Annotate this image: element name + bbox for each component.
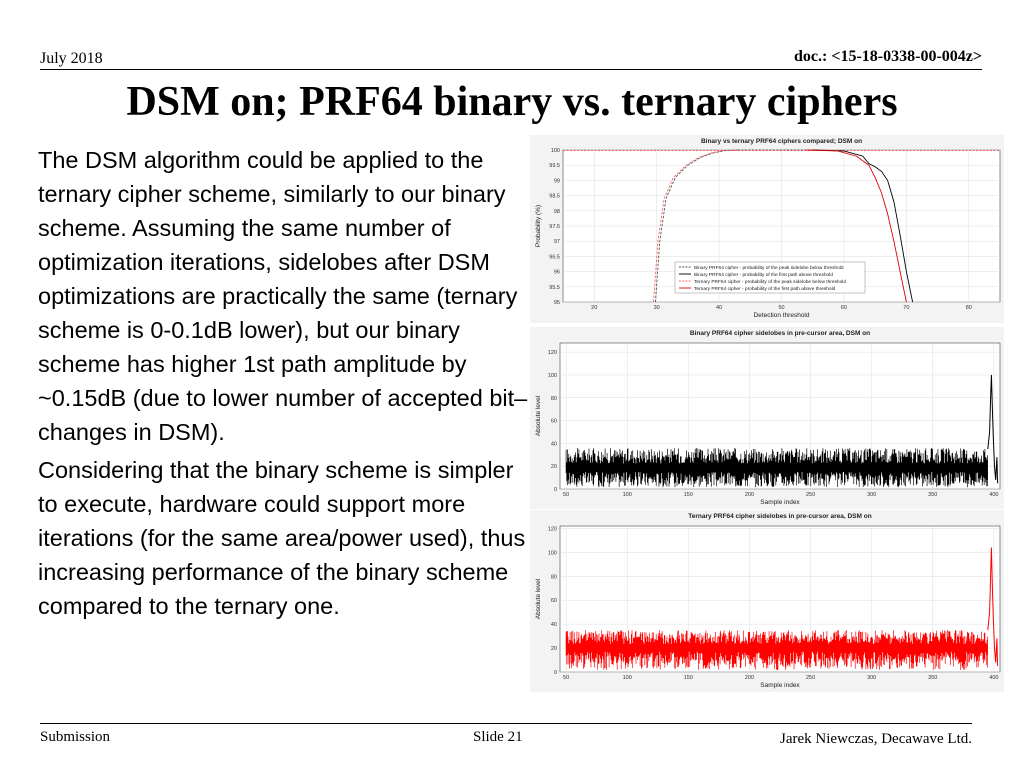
- threshold-chart-legend-label: Binary PRF64 cipher - probability of the…: [694, 272, 833, 278]
- threshold-chart-x-tick-label: 30: [654, 305, 660, 311]
- ternary-sidelobe-chart: 50 100 150 200 250 300 350 400 0 20 40 60 80 100 120 Te…: [530, 510, 1004, 692]
- threshold-chart-y-tick-label: 98.5: [549, 194, 560, 200]
- ternary-sidelobe-chart-y-tick-label: 60: [551, 598, 557, 604]
- footer-divider: [40, 723, 972, 724]
- binary-sidelobe-chart: 50 100 150 200 250 300 350 400 0 20 40 60 80 100 120 Bi…: [530, 327, 1004, 509]
- binary-sidelobe-chart-x-tick-label: 400: [989, 492, 998, 498]
- ternary-sidelobe-chart-x-tick-label: 100: [623, 675, 632, 681]
- ternary-sidelobe-chart-y-tick-label: 100: [548, 550, 557, 556]
- threshold-chart-svg: 20 30 40 50 60 70 80 95 95.5 96 96.5 97 97.5 98 98.5 99…: [535, 138, 1001, 319]
- slide-title: DSM on; PRF64 binary vs. ternary ciphers: [126, 79, 898, 125]
- header-divider: [40, 69, 982, 70]
- binary-sidelobe-chart-x-tick-label: 300: [867, 492, 876, 498]
- binary-sidelobe-chart-y-tick-label: 80: [551, 396, 557, 402]
- binary-sidelobe-chart-peak: [987, 374, 999, 484]
- binary-sidelobe-chart-x-tick-label: 50: [563, 492, 569, 498]
- binary-sidelobe-chart-y-tick-label: 40: [551, 441, 557, 447]
- threshold-chart-legend-label: Ternary PRF64 cipher - probability of th…: [694, 286, 836, 292]
- threshold-chart-y-tick-label: 98: [554, 209, 560, 215]
- binary-sidelobe-chart-y-axis-label: Absolute level: [535, 395, 542, 436]
- threshold-chart-y-tick-label: 97.5: [549, 224, 560, 230]
- threshold-chart: 20 30 40 50 60 70 80 95 95.5 96 96.5 97 97.5 98 98.5 99…: [530, 135, 1004, 323]
- ternary-sidelobe-chart-x-tick-label: 50: [563, 675, 569, 681]
- ternary-sidelobe-chart-x-tick-label: 400: [989, 675, 998, 681]
- body-paragraph-2: Considering that the binary scheme is si…: [38, 457, 526, 619]
- threshold-chart-series-3: [653, 149, 736, 303]
- binary-sidelobe-chart-x-tick-label: 100: [623, 492, 632, 498]
- threshold-chart-y-tick-label: 99: [554, 178, 560, 184]
- threshold-chart-y-tick-label: 100: [551, 148, 560, 154]
- binary-sidelobe-chart-svg: 50 100 150 200 250 300 350 400 0 20 40 60 80 100 120 Bi…: [535, 330, 1001, 506]
- threshold-chart-y-tick-label: 99.5: [549, 163, 560, 169]
- binary-sidelobe-chart-x-axis-label: Sample index: [760, 499, 800, 506]
- threshold-chart-x-tick-label: 20: [591, 305, 597, 311]
- ternary-sidelobe-chart-y-tick-label: 120: [548, 526, 557, 532]
- threshold-chart-x-tick-label: 60: [841, 305, 847, 311]
- binary-sidelobe-chart-y-tick-label: 120: [548, 350, 557, 356]
- header-date: July 2018: [40, 50, 103, 67]
- ternary-sidelobe-chart-x-tick-label: 250: [806, 675, 815, 681]
- threshold-chart-x-tick-label: 40: [716, 305, 722, 311]
- threshold-chart-y-tick-label: 96: [554, 270, 560, 276]
- threshold-chart-legend-box: [674, 261, 866, 294]
- threshold-chart-legend-label: Binary PRF64 cipher - probability of the…: [694, 265, 844, 271]
- threshold-chart-x-tick-label: 50: [778, 305, 784, 311]
- threshold-chart-y-tick-label: 97: [554, 239, 560, 245]
- binary-sidelobe-chart-y-tick-label: 60: [551, 419, 557, 425]
- threshold-chart-y-axis-label: Probability (%): [535, 205, 542, 247]
- ternary-sidelobe-chart-x-tick-label: 300: [867, 675, 876, 681]
- ternary-sidelobe-chart-x-tick-label: 150: [684, 675, 693, 681]
- threshold-chart-x-axis-label: Detection threshold: [753, 312, 809, 319]
- threshold-chart-legend: Binary PRF64 cipher - probability of the…: [674, 261, 866, 294]
- footer-submission: Submission: [40, 729, 111, 745]
- binary-sidelobe-chart-y-tick-label: 0: [554, 487, 557, 493]
- ternary-sidelobe-chart-y-tick-label: 0: [554, 670, 557, 676]
- ternary-sidelobe-chart-x-axis-label: Sample index: [760, 682, 800, 689]
- binary-sidelobe-chart-y-tick-label: 20: [551, 464, 557, 470]
- threshold-chart-y-tick-label: 95: [554, 300, 560, 306]
- binary-sidelobe-chart-title: Binary PRF64 cipher sidelobes in pre-cur…: [690, 330, 870, 337]
- footer-author: Jarek Niewczas, Decawave Ltd.: [780, 731, 972, 747]
- threshold-chart-legend-label: Ternary PRF64 cipher - probability of th…: [694, 279, 846, 285]
- binary-sidelobe-chart-x-tick-label: 250: [806, 492, 815, 498]
- ternary-sidelobe-chart-noise-trace: [565, 630, 988, 670]
- ternary-sidelobe-chart-x-tick-label: 200: [745, 675, 754, 681]
- binary-sidelobe-chart-x-tick-label: 150: [684, 492, 693, 498]
- binary-sidelobe-chart-x-tick-label: 350: [928, 492, 937, 498]
- ternary-sidelobe-chart-y-tick-label: 40: [551, 622, 557, 628]
- threshold-chart-y-tick-label: 96.5: [549, 254, 560, 260]
- ternary-sidelobe-chart-y-tick-label: 20: [551, 646, 557, 652]
- binary-sidelobe-chart-x-tick-label: 200: [745, 492, 754, 498]
- body-paragraph-1: The DSM algorithm could be applied to th…: [38, 147, 528, 445]
- ternary-sidelobe-chart-title: Ternary PRF64 cipher sidelobes in pre-cu…: [688, 513, 871, 520]
- threshold-chart-series-4: [806, 149, 907, 303]
- threshold-chart-series-1: [654, 149, 738, 303]
- binary-sidelobe-chart-y-tick-label: 100: [548, 373, 557, 379]
- threshold-chart-title: Binary vs ternary PRF64 ciphers compared…: [701, 138, 862, 145]
- threshold-chart-y-tick-label: 95.5: [549, 285, 560, 291]
- ternary-sidelobe-chart-y-axis-label: Absolute level: [535, 578, 542, 619]
- body-text: The DSM algorithm could be applied to th…: [38, 143, 530, 627]
- ternary-sidelobe-chart-svg: 50 100 150 200 250 300 350 400 0 20 40 60 80 100 120 Te…: [535, 513, 1001, 689]
- ternary-sidelobe-chart-peak: [987, 547, 999, 667]
- ternary-sidelobe-chart-x-tick-label: 350: [928, 675, 937, 681]
- footer-slide-number: Slide 21: [473, 729, 523, 745]
- binary-sidelobe-chart-noise-trace: [565, 448, 988, 488]
- ternary-sidelobe-chart-y-tick-label: 80: [551, 574, 557, 580]
- threshold-chart-x-tick-label: 70: [903, 305, 909, 311]
- header-doc-id: doc.: <15-18-0338-00-004z>: [794, 48, 982, 65]
- threshold-chart-series-2: [812, 149, 914, 303]
- threshold-chart-x-tick-label: 80: [966, 305, 972, 311]
